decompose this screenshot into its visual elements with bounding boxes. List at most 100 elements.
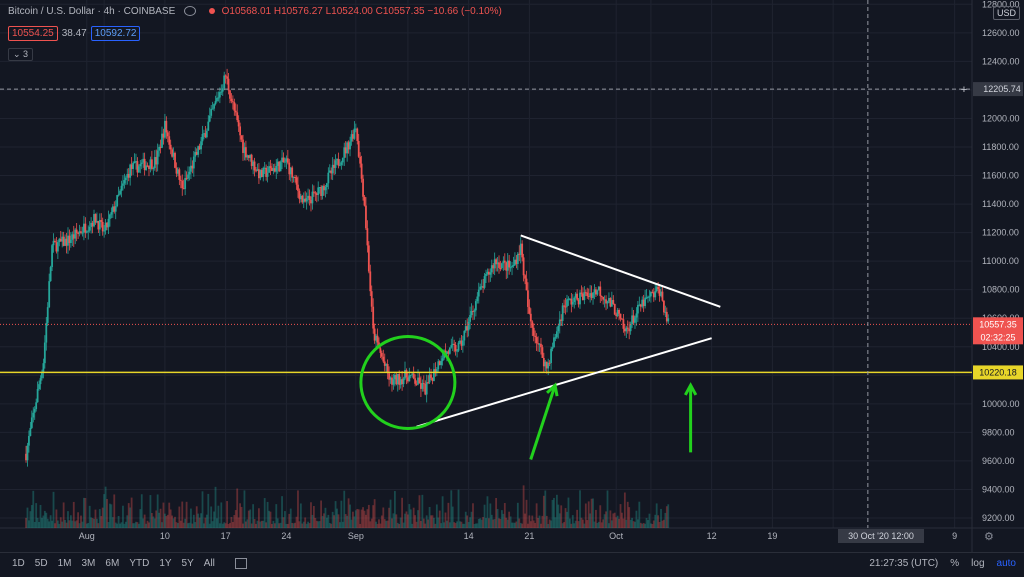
- indicator-count: 3: [23, 49, 29, 59]
- candle-body: [331, 164, 334, 174]
- candle-body: [252, 161, 255, 166]
- volume-bar: [266, 501, 269, 528]
- volume-bar: [535, 503, 538, 528]
- candle-body: [550, 348, 552, 363]
- candle-body: [354, 128, 357, 130]
- volume-bar: [532, 520, 535, 528]
- timeframe-1d[interactable]: 1D: [12, 558, 25, 569]
- volume-bar: [495, 498, 498, 528]
- y-tick-label: 11600.00: [982, 171, 1019, 181]
- volume-bar: [249, 509, 252, 528]
- candle-body: [450, 345, 453, 348]
- volume-bar: [571, 515, 574, 528]
- y-tick-label: 9400.00: [982, 484, 1015, 494]
- volume-bar: [331, 511, 334, 528]
- candle-body: [312, 191, 315, 193]
- candle-body: [145, 165, 147, 171]
- candle-body: [349, 141, 351, 150]
- candle-body: [529, 313, 532, 322]
- timeframe-1m[interactable]: 1M: [57, 558, 72, 569]
- candle-body: [347, 142, 350, 150]
- volume-bar: [597, 521, 600, 528]
- candle-body: [153, 157, 156, 169]
- x-tick-label: 19: [767, 531, 777, 541]
- candle-body: [344, 147, 347, 154]
- timeframe-all[interactable]: All: [203, 558, 215, 569]
- candle-body: [596, 290, 599, 295]
- candle-body: [367, 245, 370, 272]
- buy-price-button[interactable]: 10592.72: [90, 26, 141, 41]
- timeframe-5d[interactable]: 5D: [34, 558, 48, 569]
- volume-bar: [524, 513, 526, 528]
- volume-bar: [593, 521, 596, 528]
- candle-body: [621, 318, 623, 320]
- timeframe-3m[interactable]: 3M: [81, 558, 96, 569]
- volume-bar: [148, 522, 150, 528]
- volume-bar: [399, 517, 402, 528]
- candle-body: [159, 146, 162, 148]
- candle-body: [255, 170, 257, 172]
- volume-bar: [334, 501, 337, 528]
- candle-body: [551, 347, 554, 349]
- currency-label[interactable]: USD: [992, 6, 1020, 20]
- candle-body: [106, 222, 108, 228]
- candle-body: [256, 169, 259, 171]
- candle-body: [273, 168, 276, 172]
- volume-bar: [152, 516, 155, 528]
- symbol-title[interactable]: Bitcoin / U.S. Dollar · 4h · COINBASE: [8, 6, 176, 17]
- candle-body: [602, 296, 605, 300]
- candle-body: [409, 374, 412, 376]
- volume-bar: [252, 504, 255, 528]
- log-toggle[interactable]: log: [971, 558, 985, 569]
- candle-body: [113, 206, 116, 212]
- volume-bar: [314, 517, 317, 528]
- candle-body: [217, 97, 220, 99]
- volume-bar: [441, 496, 444, 528]
- visibility-eye-icon[interactable]: [184, 6, 197, 17]
- timeframe-1y[interactable]: 1Y: [159, 558, 172, 569]
- calendar-icon[interactable]: [234, 558, 247, 569]
- candle-body: [482, 286, 485, 288]
- candle-body: [610, 300, 613, 307]
- volume-bar: [289, 508, 292, 528]
- utc-clock[interactable]: 21:27:35 (UTC): [869, 558, 939, 569]
- candle-body: [103, 230, 106, 232]
- volume-bar: [38, 522, 40, 528]
- volume-bar: [557, 504, 560, 528]
- candle-body: [104, 222, 107, 231]
- volume-bar: [511, 522, 513, 528]
- candle-body: [77, 233, 80, 235]
- volume-bar: [421, 494, 424, 528]
- volume-bar: [297, 490, 299, 528]
- timeframe-5y[interactable]: 5Y: [181, 558, 194, 569]
- timeframe-6m[interactable]: 6M: [105, 558, 120, 569]
- candle-body: [570, 298, 573, 305]
- candle-body: [327, 172, 330, 184]
- volume-bar: [67, 511, 69, 528]
- volume-bar: [203, 523, 205, 528]
- sell-price-button[interactable]: 10554.25: [8, 26, 58, 41]
- volume-bar: [583, 523, 586, 528]
- indicators-toggle[interactable]: ⌄ 3: [8, 48, 34, 61]
- settings-gear-icon[interactable]: ⚙: [984, 531, 994, 543]
- y-tick-label: 10400.00: [982, 342, 1020, 352]
- timeframe-ytd[interactable]: YTD: [129, 558, 150, 569]
- volume-bar: [383, 519, 386, 528]
- volume-bar: [547, 523, 550, 528]
- percent-toggle[interactable]: %: [950, 558, 960, 569]
- candle-body: [493, 259, 496, 269]
- candle-body: [456, 350, 458, 352]
- volume-bar: [451, 506, 454, 528]
- candle-body: [93, 214, 95, 227]
- candle-body: [294, 177, 296, 179]
- volume-bar: [259, 521, 262, 528]
- candle-body: [501, 263, 503, 268]
- volume-bar: [333, 515, 336, 528]
- volume-bar: [339, 522, 341, 528]
- volume-bar: [428, 507, 431, 528]
- volume-bar: [525, 499, 528, 528]
- volume-bar: [295, 516, 298, 528]
- candle-body: [518, 253, 521, 255]
- auto-toggle[interactable]: auto: [996, 558, 1016, 569]
